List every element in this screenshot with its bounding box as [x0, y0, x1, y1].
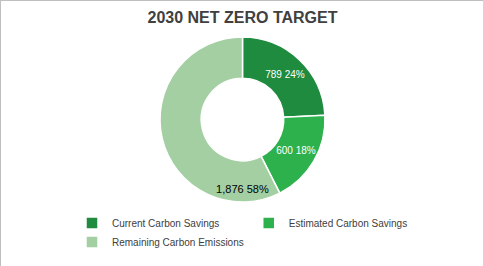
svg-text:Estimated Carbon Savings: Estimated Carbon Savings: [289, 218, 407, 229]
svg-text:2030 NET ZERO TARGET: 2030 NET ZERO TARGET: [148, 9, 338, 26]
svg-text:Remaining Carbon Emissions: Remaining Carbon Emissions: [112, 237, 244, 248]
svg-text:Current Carbon Savings: Current Carbon Savings: [112, 218, 219, 229]
svg-text:1,876 58%: 1,876 58%: [216, 183, 269, 195]
svg-text:789 24%: 789 24%: [265, 69, 305, 80]
svg-text:600 18%: 600 18%: [276, 145, 316, 156]
